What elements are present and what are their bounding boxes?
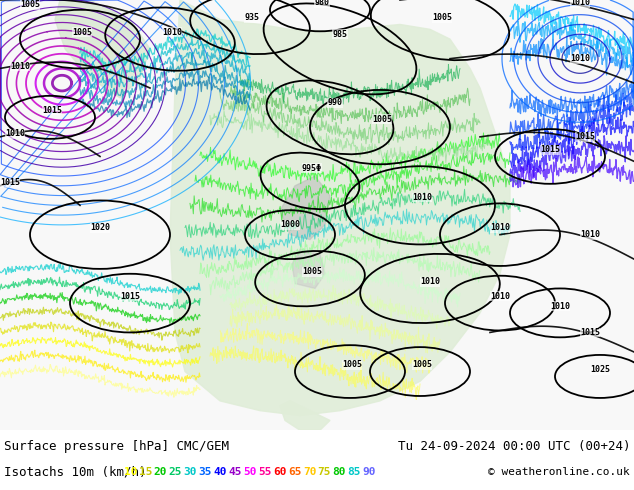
Text: 1010: 1010 bbox=[570, 0, 590, 7]
Text: 980: 980 bbox=[314, 0, 330, 7]
Text: 65: 65 bbox=[288, 467, 301, 477]
Text: 20: 20 bbox=[154, 467, 167, 477]
Text: 1010: 1010 bbox=[10, 62, 30, 71]
Text: 75: 75 bbox=[318, 467, 331, 477]
Text: 40: 40 bbox=[214, 467, 227, 477]
Text: 1005: 1005 bbox=[432, 13, 452, 22]
Text: 80: 80 bbox=[333, 467, 346, 477]
Polygon shape bbox=[0, 0, 634, 430]
Text: 1010: 1010 bbox=[162, 28, 182, 37]
Text: 1010: 1010 bbox=[570, 54, 590, 63]
Text: 45: 45 bbox=[228, 467, 242, 477]
Text: 1015: 1015 bbox=[575, 132, 595, 142]
Polygon shape bbox=[292, 249, 325, 289]
Text: 1010: 1010 bbox=[490, 292, 510, 301]
Text: 1020: 1020 bbox=[90, 223, 110, 232]
Text: 1010: 1010 bbox=[580, 230, 600, 239]
Text: 1015: 1015 bbox=[580, 328, 600, 337]
Text: 1015: 1015 bbox=[42, 106, 62, 115]
Text: Isotachs 10m (km/h): Isotachs 10m (km/h) bbox=[4, 466, 154, 479]
Text: © weatheronline.co.uk: © weatheronline.co.uk bbox=[488, 467, 630, 477]
Text: 55: 55 bbox=[258, 467, 271, 477]
Text: 30: 30 bbox=[184, 467, 197, 477]
Text: 1015: 1015 bbox=[540, 145, 560, 154]
Text: 1010: 1010 bbox=[412, 193, 432, 202]
Text: 90: 90 bbox=[363, 467, 376, 477]
Text: 1005: 1005 bbox=[342, 360, 362, 369]
Text: Tu 24-09-2024 00:00 UTC (00+24): Tu 24-09-2024 00:00 UTC (00+24) bbox=[398, 440, 630, 453]
Text: 10: 10 bbox=[124, 467, 138, 477]
Text: 1005: 1005 bbox=[20, 0, 40, 9]
Text: 1015: 1015 bbox=[120, 292, 140, 301]
Text: 50: 50 bbox=[243, 467, 257, 477]
Polygon shape bbox=[170, 0, 510, 416]
Text: 1000: 1000 bbox=[280, 220, 300, 229]
Text: 1005: 1005 bbox=[302, 268, 322, 276]
Text: 995Φ: 995Φ bbox=[302, 164, 322, 172]
Text: 15: 15 bbox=[139, 467, 152, 477]
Text: 25: 25 bbox=[169, 467, 182, 477]
Polygon shape bbox=[280, 401, 330, 430]
Text: 1025: 1025 bbox=[590, 365, 610, 374]
Text: 60: 60 bbox=[273, 467, 287, 477]
Text: 1005: 1005 bbox=[372, 115, 392, 124]
Text: 1005: 1005 bbox=[72, 28, 92, 37]
Text: 990: 990 bbox=[328, 98, 342, 107]
Text: 85: 85 bbox=[347, 467, 361, 477]
Text: 1010: 1010 bbox=[490, 223, 510, 232]
Text: 1015: 1015 bbox=[0, 178, 20, 187]
Text: 935: 935 bbox=[245, 13, 259, 22]
Polygon shape bbox=[280, 176, 330, 240]
Text: 1010: 1010 bbox=[5, 129, 25, 139]
Text: 1005: 1005 bbox=[412, 360, 432, 369]
Text: 70: 70 bbox=[303, 467, 316, 477]
Text: 1010: 1010 bbox=[420, 277, 440, 286]
Text: 35: 35 bbox=[198, 467, 212, 477]
Text: 1010: 1010 bbox=[550, 301, 570, 311]
Polygon shape bbox=[55, 0, 150, 98]
Text: 985: 985 bbox=[332, 30, 347, 39]
Text: Surface pressure [hPa] CMC/GEM: Surface pressure [hPa] CMC/GEM bbox=[4, 440, 229, 453]
